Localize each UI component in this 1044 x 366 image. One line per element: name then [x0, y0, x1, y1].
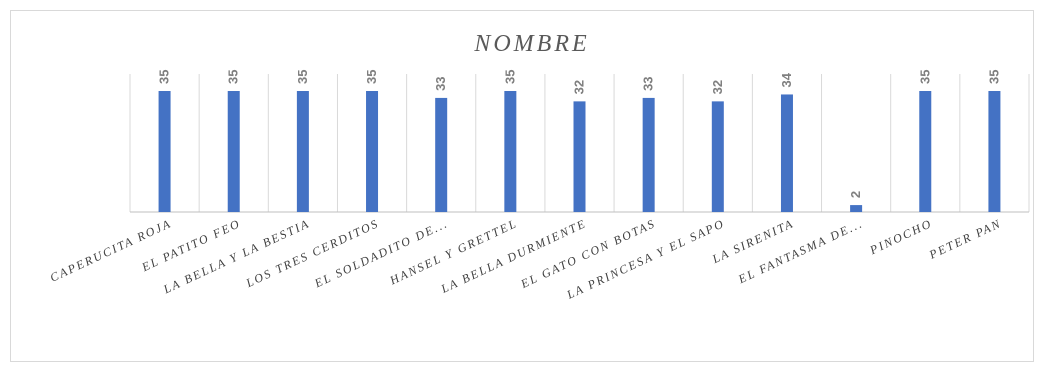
data-label: 35	[226, 70, 241, 84]
data-label: 35	[157, 70, 172, 84]
data-label: 32	[710, 80, 725, 94]
data-labels: 35 35 35 35 33 35 32 33 32 34 2 35 35	[157, 70, 1002, 199]
bar	[158, 91, 171, 212]
bar	[919, 91, 932, 212]
data-label: 35	[364, 70, 379, 84]
data-label: 35	[295, 70, 310, 84]
data-label: 33	[641, 76, 656, 90]
category-label: PETER PAN	[926, 216, 1004, 262]
bar	[296, 91, 309, 212]
data-label: 35	[986, 70, 1001, 84]
data-label: 34	[779, 72, 794, 87]
data-label: 35	[917, 70, 932, 84]
bar	[780, 94, 793, 212]
category-label: EL FANTASMA DE...	[735, 216, 865, 287]
data-label: 32	[572, 80, 587, 94]
category-label: EL SOLDADITO DE...	[311, 216, 450, 291]
bar	[435, 97, 448, 212]
category-label: CAPERUCITA ROJA	[48, 216, 174, 285]
bar-series	[158, 91, 1001, 212]
data-label: 2	[848, 191, 863, 198]
gridlines	[129, 74, 1030, 212]
chart-title: NOMBRE	[473, 31, 589, 57]
bar	[227, 91, 240, 212]
bar	[366, 91, 379, 212]
bar	[642, 97, 655, 212]
bar	[573, 101, 586, 212]
data-label: 33	[433, 76, 448, 90]
bar	[711, 101, 724, 212]
bar	[850, 205, 863, 212]
data-label: 35	[502, 70, 517, 84]
bar	[504, 91, 517, 212]
chart-frame	[10, 10, 1034, 362]
bar	[988, 91, 1001, 212]
category-label: PINOCHO	[867, 216, 935, 258]
